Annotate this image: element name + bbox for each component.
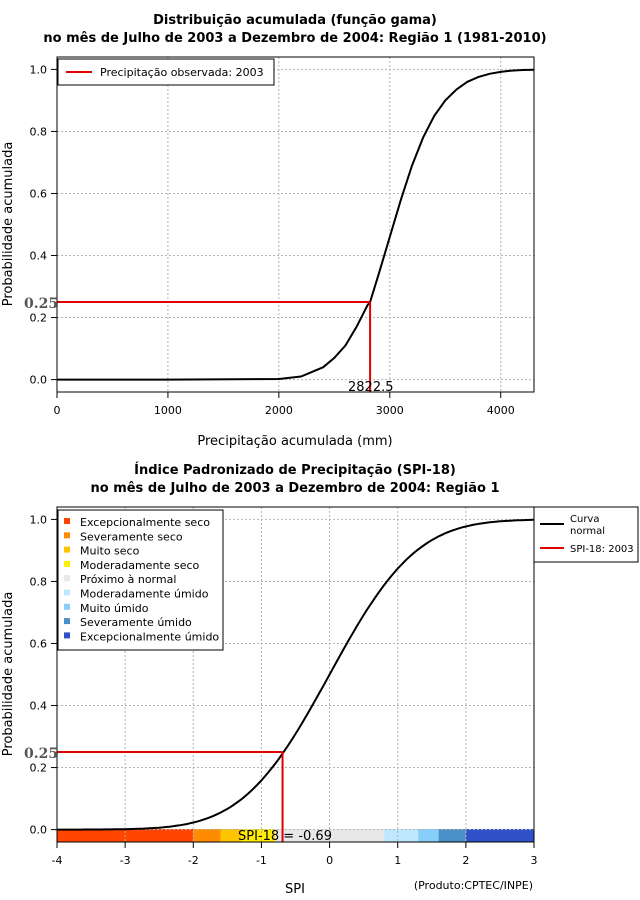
chart1-xtick-label: 1000 — [154, 404, 182, 417]
category-label: Excepcionalmente seco — [80, 516, 210, 529]
chart2-xlabel: SPI — [285, 882, 305, 897]
chart2-xtick-label: 2 — [462, 854, 469, 867]
chart2-ytick-label: 0.4 — [30, 700, 48, 713]
chart2-ytick-label: 0.2 — [30, 762, 48, 775]
chart1-marks — [57, 68, 535, 392]
chart2-xtick-label: -4 — [52, 854, 63, 867]
category-label: Excepcionalmente úmido — [80, 630, 219, 643]
chart1-ytick-label: 0.0 — [30, 374, 48, 387]
category-label: Muito úmido — [80, 602, 149, 615]
spi-probability-label: 0.25 — [24, 746, 58, 762]
chart1-legend: Precipitação observada: 2003 — [57, 58, 275, 86]
category-swatch — [64, 618, 70, 625]
chart1-ytick-label: 0.2 — [30, 312, 48, 325]
product-credit: (Produto:CPTEC/INPE) — [414, 879, 533, 892]
observed-probability-label: 0.25 — [24, 296, 58, 312]
chart1-ytick-label: 0.6 — [30, 187, 48, 200]
spi-category-bar — [57, 829, 534, 842]
gamma-cdf-line — [57, 68, 535, 381]
chart2-xtick-label: 1 — [394, 854, 401, 867]
chart1-ytick-label: 1.0 — [30, 63, 48, 76]
spi-category-segment — [384, 829, 419, 842]
chart2-ytick-label: 1.0 — [30, 513, 48, 526]
chart1-xtick-label: 4000 — [487, 404, 515, 417]
spi-category-segment — [240, 829, 276, 842]
chart2: Índice Padronizado de Precipitação (SPI-… — [1, 462, 639, 897]
spi-value-label: SPI-18 = -0.69 — [238, 829, 332, 844]
spi-observed-legend-label: SPI-18: 2003 — [570, 544, 634, 555]
chart1-grid — [56, 57, 534, 392]
category-swatch — [64, 589, 70, 596]
chart2-ytick-label: 0.8 — [30, 575, 48, 588]
chart1-ytick-label: 0.8 — [30, 125, 48, 138]
chart1-legend-box — [57, 58, 275, 86]
chart1-xtick-label: 3000 — [376, 404, 404, 417]
chart2-title: Índice Padronizado de Precipitação (SPI-… — [134, 462, 456, 478]
category-swatch — [64, 575, 70, 582]
chart2-xtick-label: 3 — [531, 854, 538, 867]
chart2-ytick-label: 0.0 — [30, 824, 48, 837]
category-label: Severamente seco — [80, 530, 183, 543]
spi-category-segment — [465, 829, 534, 842]
chart2-ylabel: Probabilidade acumulada — [1, 592, 16, 757]
category-label: Próximo à normal — [80, 573, 176, 586]
normal-cdf-line — [57, 518, 535, 831]
chart2-x-axis: -4 -3 -2 -1 0 1 2 3 — [52, 842, 538, 867]
category-swatch — [64, 546, 70, 553]
chart2-ytick-label: 0.6 — [30, 637, 48, 650]
chart1-ylabel: Probabilidade acumulada — [1, 142, 16, 307]
chart1-x-axis: 0 1000 2000 3000 4000 — [54, 392, 515, 417]
spi-line-legend: Curva normal SPI-18: 2003 — [533, 506, 639, 563]
normal-curve-legend-label: Curva normal — [570, 514, 606, 537]
category-swatch — [64, 603, 70, 610]
chart1: Distribuição acumulada (função gama) no … — [1, 13, 547, 449]
chart1-subtitle: no mês de Julho de 2003 a Dezembro de 20… — [43, 31, 546, 46]
spi-category-segment — [418, 829, 439, 842]
category-label: Moderadamente úmido — [80, 588, 209, 601]
category-label: Moderadamente seco — [80, 559, 200, 572]
chart1-frame — [56, 56, 535, 393]
chart1-xtick-label: 2000 — [265, 404, 293, 417]
chart2-xtick-label: -3 — [120, 854, 131, 867]
chart1-title: Distribuição acumulada (função gama) — [153, 13, 437, 28]
category-swatch — [64, 532, 70, 539]
chart2-grid — [56, 507, 535, 842]
chart2-xtick-label: 0 — [326, 854, 333, 867]
category-swatch — [64, 560, 70, 567]
chart1-y-axis: 0.0 0.2 0.4 0.6 0.8 1.0 — [30, 63, 57, 387]
line-legend-box — [533, 506, 639, 563]
spi-category-segment — [193, 829, 221, 842]
chart2-marks — [57, 518, 535, 842]
chart1-legend-label: Precipitação observada: 2003 — [100, 66, 264, 79]
chart2-xtick-label: -1 — [256, 854, 267, 867]
chart1-xtick-label: 0 — [54, 404, 61, 417]
category-swatch — [64, 518, 70, 524]
category-label: Severamente úmido — [80, 616, 192, 629]
category-label: Muito seco — [80, 545, 140, 558]
spi-category-segment — [220, 829, 241, 842]
chart2-xtick-label: -2 — [188, 854, 199, 867]
spi-category-segment — [438, 829, 466, 842]
chart1-xlabel: Precipitação acumulada (mm) — [197, 434, 392, 449]
observed-precipitation-label: 2822.5 — [348, 380, 394, 395]
normal-curve-legend-wrap: Curva normal — [570, 514, 606, 537]
chart1-ytick-label: 0.4 — [30, 250, 48, 263]
chart2-subtitle: no mês de Julho de 2003 a Dezembro de 20… — [90, 481, 499, 496]
category-legend-box — [57, 509, 224, 651]
chart2-frame — [56, 506, 535, 843]
chart2-y-axis: 0.0 0.2 0.4 0.6 0.8 1.0 — [30, 513, 57, 837]
category-swatch — [64, 632, 70, 639]
